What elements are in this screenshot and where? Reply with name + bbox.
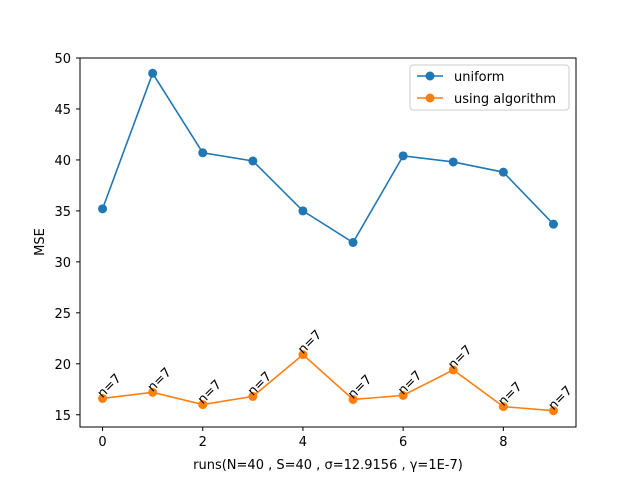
data-point-uniform xyxy=(198,148,208,158)
legend-label-uniform: uniform xyxy=(454,70,504,85)
y-tick-label: 25 xyxy=(54,307,71,322)
series-layer xyxy=(98,68,558,416)
y-tick-label: 20 xyxy=(54,358,71,373)
legend: uniform using algorithm xyxy=(409,64,570,111)
y-tick-label: 50 xyxy=(54,52,71,67)
data-point-using-algorithm xyxy=(548,406,558,416)
data-point-using-algorithm xyxy=(498,402,508,412)
x-axis: 0 2 4 6 8 xyxy=(98,427,507,450)
data-point-using-algorithm xyxy=(398,390,408,400)
plot-background xyxy=(80,58,576,427)
y-axis: 15 20 25 30 35 40 45 50 xyxy=(54,52,80,424)
data-point-uniform xyxy=(498,167,508,177)
y-tick-label: 35 xyxy=(54,205,71,220)
x-tick-label: 0 xyxy=(98,435,106,450)
x-axis-label: runs(N=40 , S=40 , σ=12.9156 , γ=1E-7) xyxy=(193,458,463,473)
y-axis-label: MSE xyxy=(33,228,48,256)
data-point-uniform xyxy=(298,206,308,216)
plot-frame xyxy=(79,57,577,428)
data-point-using-algorithm xyxy=(448,365,458,375)
data-point-using-algorithm xyxy=(248,391,258,401)
data-point-uniform xyxy=(98,204,108,214)
y-tick-label: 45 xyxy=(54,103,71,118)
data-point-using-algorithm xyxy=(348,394,358,404)
data-point-uniform xyxy=(548,219,558,229)
x-tick-label: 6 xyxy=(399,435,407,450)
y-tick-label: 15 xyxy=(54,409,71,424)
data-point-using-algorithm xyxy=(148,387,158,397)
legend-marker-uniform xyxy=(425,71,435,81)
data-point-using-algorithm xyxy=(298,350,308,360)
x-tick-label: 4 xyxy=(299,435,307,450)
data-point-uniform xyxy=(148,68,158,78)
data-point-uniform xyxy=(448,157,458,167)
data-point-uniform xyxy=(248,156,258,166)
y-tick-label: 30 xyxy=(54,256,71,271)
series-line-uniform xyxy=(101,71,555,244)
data-point-uniform xyxy=(348,238,358,247)
data-point-using-algorithm xyxy=(198,400,208,410)
x-tick-label: 2 xyxy=(199,435,207,450)
series-line-using-algorithm xyxy=(102,353,554,412)
y-tick-label: 40 xyxy=(54,154,71,169)
x-tick-label: 8 xyxy=(499,435,507,450)
legend-marker-using-algorithm xyxy=(425,93,435,103)
data-point-uniform xyxy=(398,151,408,161)
legend-box xyxy=(409,64,570,111)
legend-label-using-algorithm: using algorithm xyxy=(454,92,556,107)
data-point-using-algorithm xyxy=(98,393,108,403)
